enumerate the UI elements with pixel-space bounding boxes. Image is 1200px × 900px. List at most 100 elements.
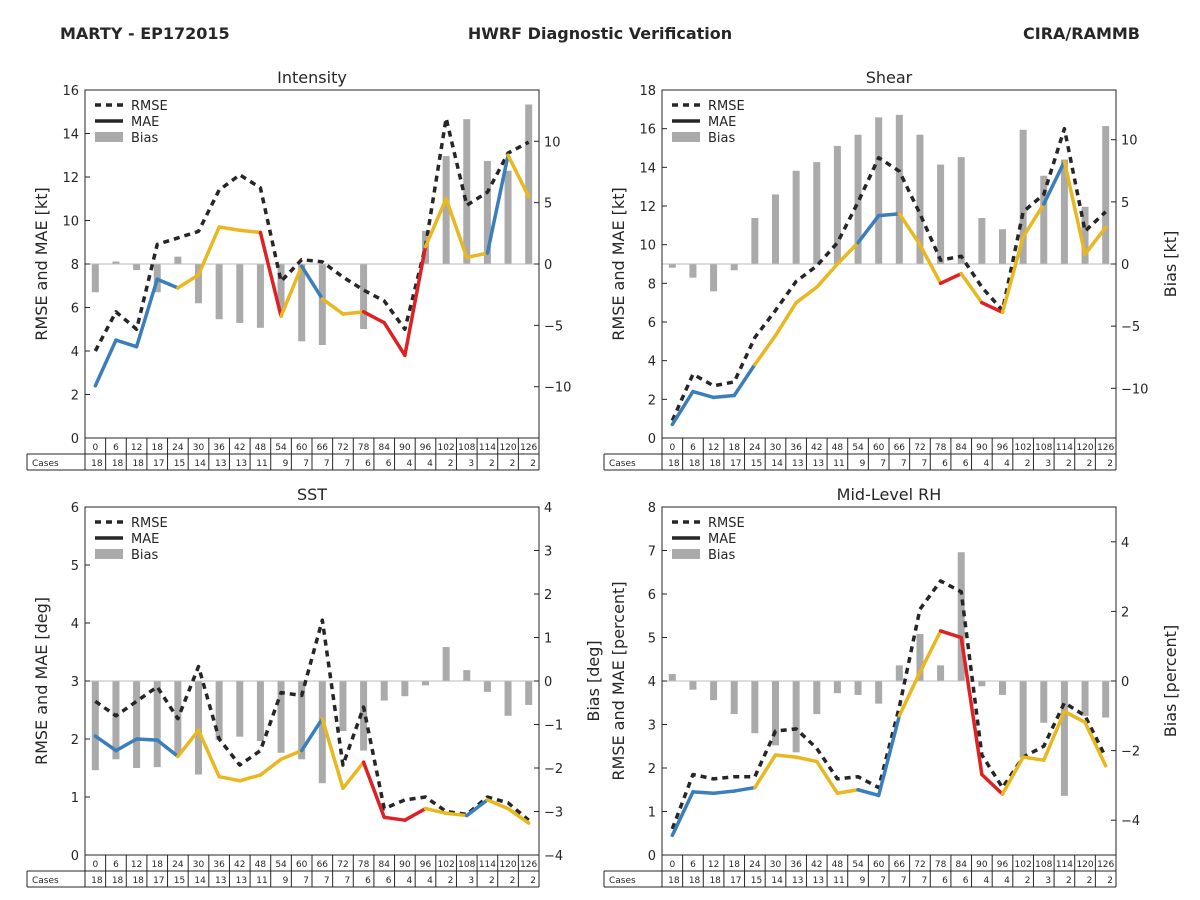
case-count: 7 [901,876,907,886]
hour-label: 6 [113,860,119,870]
bias-bar [112,681,120,760]
hour-label: 60 [296,443,308,453]
legend-bias-swatch [672,549,700,559]
bias-bar [215,264,223,320]
mae-segment [382,815,407,822]
y-tick-label: 12 [639,200,656,215]
bias-bar [813,681,821,715]
mae-segment [1000,755,1025,796]
hour-label: 72 [337,443,348,453]
bias-bar [854,134,862,264]
legend-rmse-label: RMSE [708,99,745,114]
hour-label: 96 [420,860,432,870]
y-right-tick-label: 10 [1121,134,1138,149]
y-tick-label: 4 [648,675,656,690]
hour-label: 108 [458,443,475,453]
mae-segment [794,755,819,764]
mae-segment [691,389,716,400]
case-count: 2 [1025,876,1031,886]
hour-label: 96 [420,443,432,453]
bias-bar [1081,681,1089,716]
bias-bar [875,117,883,264]
hour-label: 84 [956,443,968,453]
bias-bar [483,681,491,692]
mae-segment [938,629,963,640]
mae-segment [465,251,490,260]
y-tick-label: 6 [71,302,79,317]
y-tick-label: 8 [71,258,79,273]
hour-label: 120 [499,443,516,453]
case-count: 14 [771,459,783,469]
bias-bar [1081,206,1089,264]
bias-bar [978,218,986,264]
bias-bar [1060,681,1068,796]
chart-title: Mid-Level RH [837,485,942,504]
hour-label: 60 [296,860,308,870]
hour-label: 18 [152,860,164,870]
hour-label: 78 [358,443,370,453]
legend-rmse-label: RMSE [131,516,168,531]
bias-bar [792,681,800,753]
mae-segment [1062,709,1087,725]
y-tick-label: 6 [648,588,656,603]
case-count: 14 [771,876,783,886]
bias-bar [504,681,512,716]
case-count: 11 [833,876,844,886]
case-count: 2 [530,876,536,886]
legend-bias-swatch [95,549,123,559]
chart-title: Intensity [277,68,347,87]
mae-segment [196,728,221,779]
y-tick-label: 10 [639,239,656,254]
mae-segment [856,788,881,798]
mae-segment [258,757,283,777]
hour-label: 42 [234,860,245,870]
mae-segment [465,798,490,818]
y-tick-label: 4 [71,345,79,360]
hour-label: 54 [275,860,287,870]
hour-label: 12 [708,443,719,453]
case-count: 18 [132,876,144,886]
mae-segment [773,300,798,338]
y-right-tick-label: 3 [544,545,552,560]
y-right-tick-label: 0 [544,258,552,273]
bias-bar [256,681,264,742]
bias-bar [277,264,285,311]
hour-label: 0 [669,860,675,870]
bias-bar [813,162,821,264]
mae-segment [897,211,922,247]
hour-label: 78 [935,443,947,453]
case-count: 7 [880,876,886,886]
bias-bar [772,194,779,264]
bias-bar [1060,159,1068,264]
y-right-tick-label: 5 [1121,196,1129,211]
hour-label: 18 [729,443,741,453]
legend-mae-label: MAE [131,532,159,547]
mae-segment [423,197,448,249]
y-tick-label: 1 [71,791,79,806]
bias-bar [751,681,759,734]
y-tick-label: 6 [648,316,656,331]
case-count: 2 [510,876,516,886]
y-tick-label: 2 [648,762,656,777]
y-tick-label: 14 [639,161,656,176]
case-count: 13 [215,459,226,469]
hour-label: 126 [1097,443,1114,453]
y-tick-label: 8 [648,501,656,516]
mae-segment [711,789,736,795]
case-count: 3 [1045,876,1051,886]
mae-segment [382,320,407,358]
hour-label: 78 [935,860,947,870]
case-count: 11 [256,459,267,469]
case-count: 15 [174,459,185,469]
mae-segment [959,635,984,777]
mae-segment [506,153,531,199]
bias-bar [999,681,1006,695]
mae-segment [485,153,510,255]
bias-bar [792,170,800,264]
hour-label: 54 [275,443,287,453]
case-count: 2 [1107,876,1113,886]
y-right-tick-label: −4 [544,849,563,864]
mae-segment [320,297,345,316]
bias-bar [174,256,182,264]
hour-label: 126 [520,443,537,453]
